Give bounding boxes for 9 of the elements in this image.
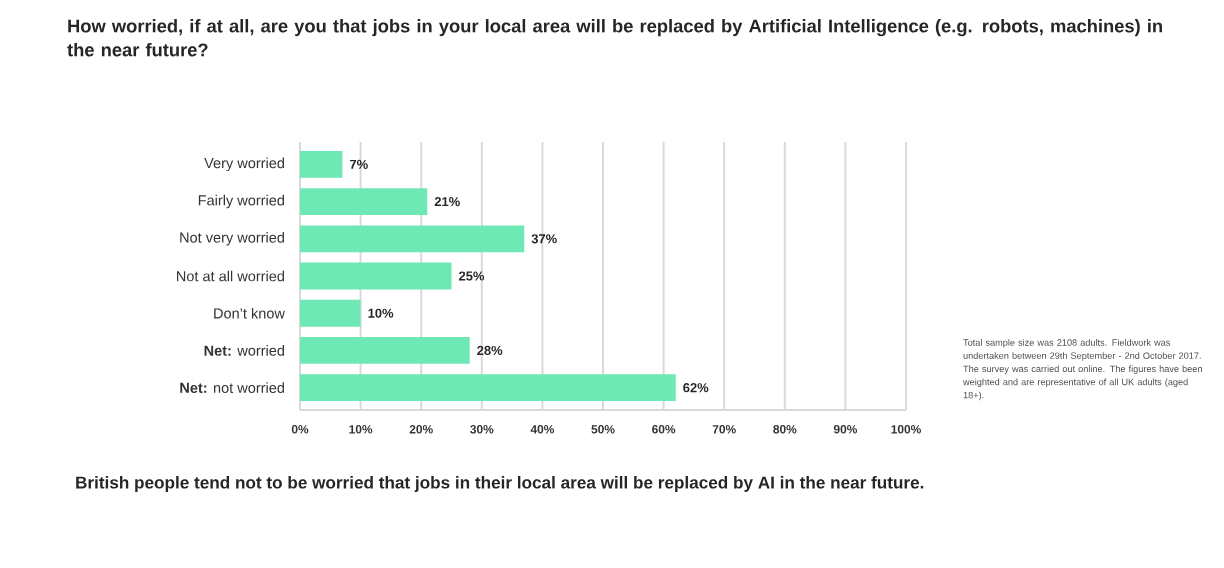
bar <box>300 150 343 178</box>
bar <box>300 225 525 253</box>
bar <box>300 188 428 215</box>
bar <box>300 262 452 290</box>
chart-title: How worried, if at all, are you that jobs in your local area will be replaced by Artificial Intelligence (e.g. robots, machines) in the near future? <box>67 19 1162 57</box>
bar <box>300 299 361 327</box>
bar <box>300 337 470 364</box>
text: British people tend not to be worried that jobs in their local area will be replaced by AI in the near future. <box>76 476 924 492</box>
bar <box>300 374 676 402</box>
